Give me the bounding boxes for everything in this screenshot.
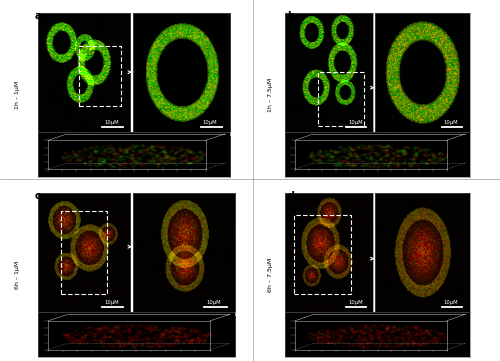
Text: 10μM: 10μM — [444, 119, 458, 125]
Bar — [294, 214, 350, 295]
Text: a: a — [35, 11, 42, 21]
Bar — [318, 72, 364, 126]
Text: d: d — [288, 191, 294, 201]
Text: c: c — [35, 191, 41, 201]
Text: 10μM: 10μM — [202, 119, 218, 125]
Bar — [79, 46, 121, 105]
Text: 10μM: 10μM — [444, 300, 458, 305]
Text: b: b — [288, 11, 294, 21]
Text: 10μM: 10μM — [104, 119, 118, 125]
Text: 1h – 1μM: 1h – 1μM — [16, 81, 20, 109]
Text: 6h – 7.5μM: 6h – 7.5μM — [268, 258, 273, 292]
Text: 1h – 7.5μM: 1h – 7.5μM — [268, 78, 273, 112]
Text: 6h – 1μM: 6h – 1μM — [16, 261, 20, 290]
Text: 10μM: 10μM — [348, 119, 362, 125]
Text: 10μM: 10μM — [348, 300, 362, 305]
Text: 10μM: 10μM — [206, 300, 221, 305]
Bar — [60, 211, 107, 295]
Text: 10μM: 10μM — [104, 300, 118, 305]
